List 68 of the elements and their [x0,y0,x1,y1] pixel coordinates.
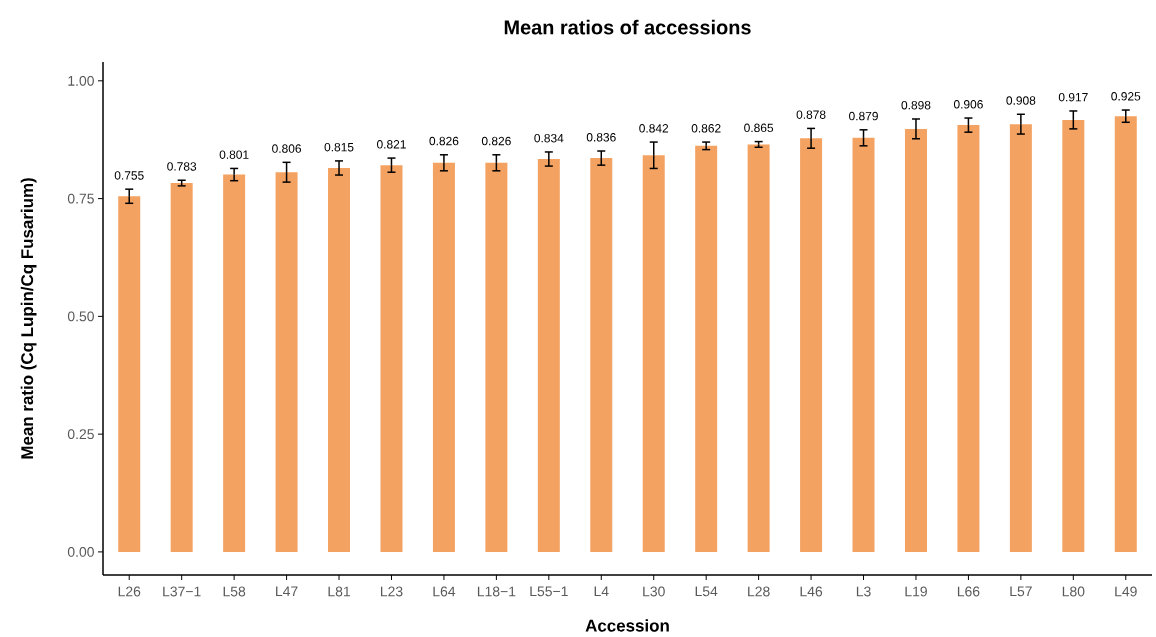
y-tick-label: 0.50 [67,311,94,322]
x-tick-label: L49 [1115,586,1137,597]
bar [118,196,141,552]
bar [904,128,927,552]
x-tick-label: L80 [1062,586,1085,597]
data-label: 0.821 [376,140,406,149]
x-axis-title: Accession [585,619,669,632]
data-label: 0.834 [534,133,564,143]
data-label: 0.806 [272,144,302,153]
data-label: 0.862 [691,124,721,133]
x-tick-label: L46 [800,586,823,597]
bar [800,138,823,552]
x-tick-label: L57 [1010,586,1032,597]
x-tick-label: L19 [905,586,927,597]
data-label: 0.836 [586,133,616,142]
data-label: 0.865 [744,123,774,133]
x-tick-label: L26 [118,586,141,597]
data-label: 0.755 [114,171,144,180]
x-tick-label: L81 [328,586,350,597]
chart-title: Mean ratios of accessions [504,19,751,35]
x-tick-label: L30 [643,586,665,597]
data-label: 0.783 [167,162,197,171]
bar [590,158,613,552]
x-tick-label: L54 [695,586,718,597]
bar [852,137,875,552]
x-tick-label: L4 [594,586,609,597]
x-tick-label: L3 [856,586,871,597]
bar [380,165,403,552]
y-tick-label: 0.75 [67,193,94,204]
x-tick-label: L66 [957,586,980,597]
x-tick-label: L55−1 [530,586,568,597]
y-tick-label: 1.00 [68,75,94,86]
bar [485,162,508,552]
data-label: 0.879 [849,111,878,121]
data-label: 0.908 [1006,96,1036,105]
data-label: 0.801 [219,150,249,159]
data-label: 0.842 [639,124,669,133]
data-label: 0.815 [324,142,354,152]
bar [1009,124,1032,552]
y-tick-label: 0.00 [67,546,94,557]
x-tick-label: L47 [276,586,298,597]
bar [642,155,665,552]
data-label: 0.826 [481,136,511,146]
x-tick-label: L58 [223,586,246,597]
bar [223,174,246,552]
bar [1114,116,1137,552]
bar [957,125,980,552]
bar [328,167,351,552]
data-label: 0.898 [901,101,931,110]
data-label: 0.826 [429,136,459,146]
bar [747,144,770,552]
bar [432,162,455,552]
x-tick-label: L28 [748,586,770,597]
bar [695,145,718,552]
x-tick-label: L23 [380,586,403,597]
data-label: 0.917 [1058,93,1088,102]
x-tick-label: L37−1 [163,586,201,597]
x-tick-label: L18−1 [477,586,516,597]
data-label: 0.906 [953,100,983,109]
bar [170,183,193,552]
bar [537,159,560,552]
y-axis-title: Mean ratio (Cq Lupin/Cq Fusarium) [20,178,37,459]
data-label: 0.925 [1111,92,1141,101]
data-label: 0.878 [796,110,826,119]
bar [1062,119,1085,552]
x-tick-label: L64 [433,586,456,597]
y-tick-label: 0.25 [67,429,94,440]
bar [275,172,298,552]
